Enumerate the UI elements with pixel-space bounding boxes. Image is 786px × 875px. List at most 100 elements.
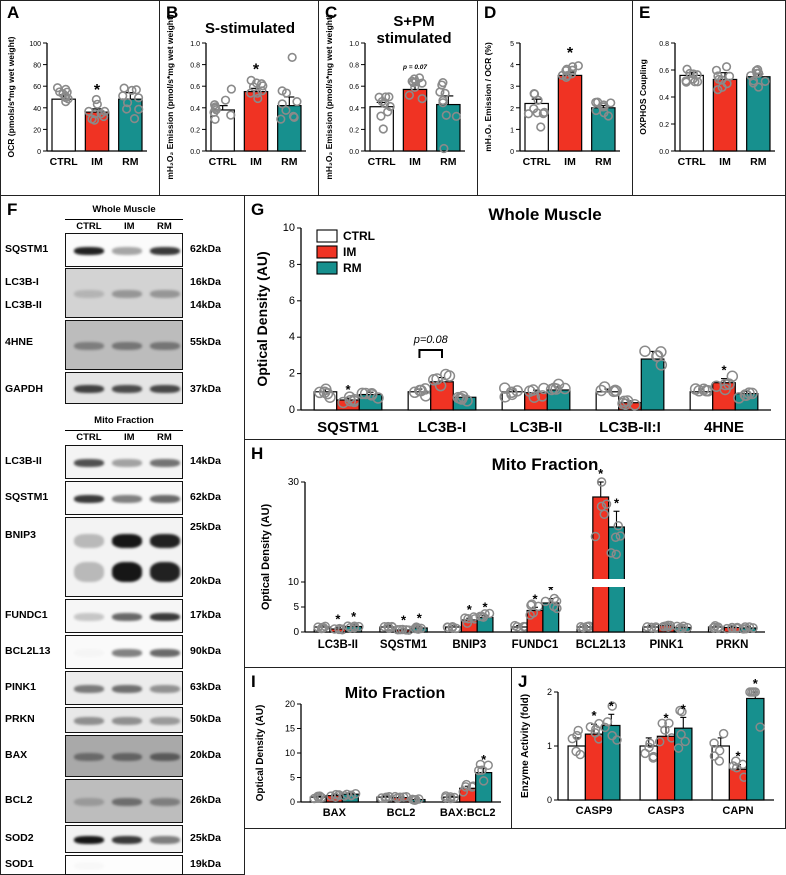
data-point	[414, 794, 424, 804]
significance-marker: *	[94, 82, 101, 99]
data-point	[344, 394, 357, 407]
blot-kda-label: 63kDa	[190, 681, 221, 693]
data-point	[528, 391, 541, 403]
panel-a: A 0 20 40 60 80 100 OCR (pmols/s*mg wet weight…	[0, 0, 160, 196]
data-point	[318, 623, 329, 633]
data-point	[376, 793, 387, 803]
data-point	[610, 532, 621, 542]
y-tick-label: 10	[288, 577, 300, 588]
y-tick-label: 0.8	[659, 41, 669, 48]
data-point	[607, 701, 617, 711]
x-tick-label: LC3B-II:I	[599, 419, 661, 436]
lane-label: IM	[123, 432, 135, 443]
blot-band	[112, 836, 142, 844]
data-point	[381, 792, 391, 802]
data-point	[434, 379, 447, 392]
chart-title: Whole Muscle	[488, 205, 601, 224]
data-point	[525, 610, 535, 620]
x-tick-label: RM	[440, 156, 457, 168]
data-point	[131, 85, 141, 95]
data-point	[478, 776, 489, 786]
blot-band	[74, 562, 104, 582]
data-point	[646, 622, 657, 633]
y-axis-label: mH₂O₂ Emission (pmol/s*mg wet weight)	[324, 14, 334, 179]
blot-band	[112, 495, 142, 503]
data-point	[665, 620, 676, 631]
data-point	[380, 793, 391, 803]
blot-band	[150, 685, 180, 693]
y-tick-label: 1	[547, 741, 552, 751]
blot-band	[74, 798, 104, 806]
data-point	[711, 65, 722, 75]
y-tick-label: 0.4	[349, 106, 359, 113]
data-point	[740, 389, 752, 401]
panel-i: I 0 5 10 15 20 Optical Density (AU) Mito Fract…	[244, 667, 512, 829]
blot-protein-label: PINK1	[5, 681, 36, 693]
blot-image	[65, 268, 183, 318]
significance-marker: p = 0.07	[402, 64, 427, 71]
y-axis-label: mH₂O₂ Emission (pmol/s*mg wet weight)	[165, 14, 175, 179]
blot-band	[74, 862, 104, 870]
data-point	[676, 729, 686, 740]
data-point	[723, 378, 735, 390]
x-tick-label: CASP9	[576, 805, 613, 817]
data-point	[276, 114, 286, 124]
bar	[746, 76, 771, 152]
data-point	[220, 95, 231, 105]
x-tick-label: PRKN	[716, 639, 749, 651]
data-point	[511, 385, 523, 397]
data-point	[211, 105, 221, 115]
panel-e: E 0.0 0.2 0.4 0.6 0.8 OXPHOS Coupling CTRL IM RM	[632, 0, 786, 196]
data-point	[740, 622, 750, 632]
data-point	[615, 531, 626, 541]
data-point	[677, 707, 687, 717]
y-tick-label: 0.6	[659, 68, 669, 75]
y-tick-label: 1	[510, 127, 514, 134]
data-point	[337, 396, 350, 409]
data-point	[747, 687, 757, 697]
x-tick-label: CTRL	[50, 156, 79, 168]
data-point	[714, 756, 725, 766]
data-point	[709, 738, 719, 748]
data-point	[409, 795, 419, 805]
significance-marker: *	[721, 363, 727, 378]
blot-kda-label: 19kDa	[190, 858, 221, 870]
bar	[430, 381, 454, 411]
blot-image	[65, 635, 183, 669]
significance-marker: *	[567, 45, 574, 62]
blot-band	[74, 836, 104, 844]
data-point	[611, 549, 622, 560]
data-point	[552, 603, 562, 614]
data-point	[527, 384, 539, 396]
x-tick-label: PINK1	[649, 639, 683, 651]
data-point	[523, 109, 534, 119]
data-point	[209, 100, 220, 110]
panel-label-i: I	[251, 672, 256, 691]
data-point	[408, 78, 419, 88]
data-point	[573, 61, 583, 71]
data-point	[118, 91, 128, 101]
data-point	[287, 52, 297, 62]
x-tick-label: CAPN	[722, 805, 753, 817]
data-point	[414, 73, 425, 83]
blot-image	[65, 707, 183, 733]
blot-band	[74, 459, 104, 467]
x-tick-label: SQSTM1	[380, 639, 428, 651]
blot-protein-label: BCL2	[5, 794, 33, 806]
blot-band	[112, 717, 142, 725]
data-point	[483, 760, 493, 771]
blot-protein-label: PRKN	[5, 713, 35, 725]
blot-protein-label: FUNDC1	[5, 609, 48, 621]
blot-band	[112, 342, 142, 350]
y-tick-label: 5	[290, 773, 295, 783]
blot-band	[112, 613, 142, 621]
blot-kda-label: 14kDa	[190, 299, 221, 311]
y-tick-label: 0.2	[190, 127, 200, 134]
data-point	[127, 85, 137, 95]
x-tick-label: SQSTM1	[317, 419, 379, 436]
data-point	[52, 83, 63, 93]
x-tick-label: LC3B-II	[318, 639, 358, 651]
panel-f: F Whole Muscle CTRL IM RM SQSTM1 62kDa LC3B-I 1…	[0, 195, 245, 875]
x-tick-label: 4HNE	[704, 419, 744, 436]
data-point	[529, 89, 539, 99]
